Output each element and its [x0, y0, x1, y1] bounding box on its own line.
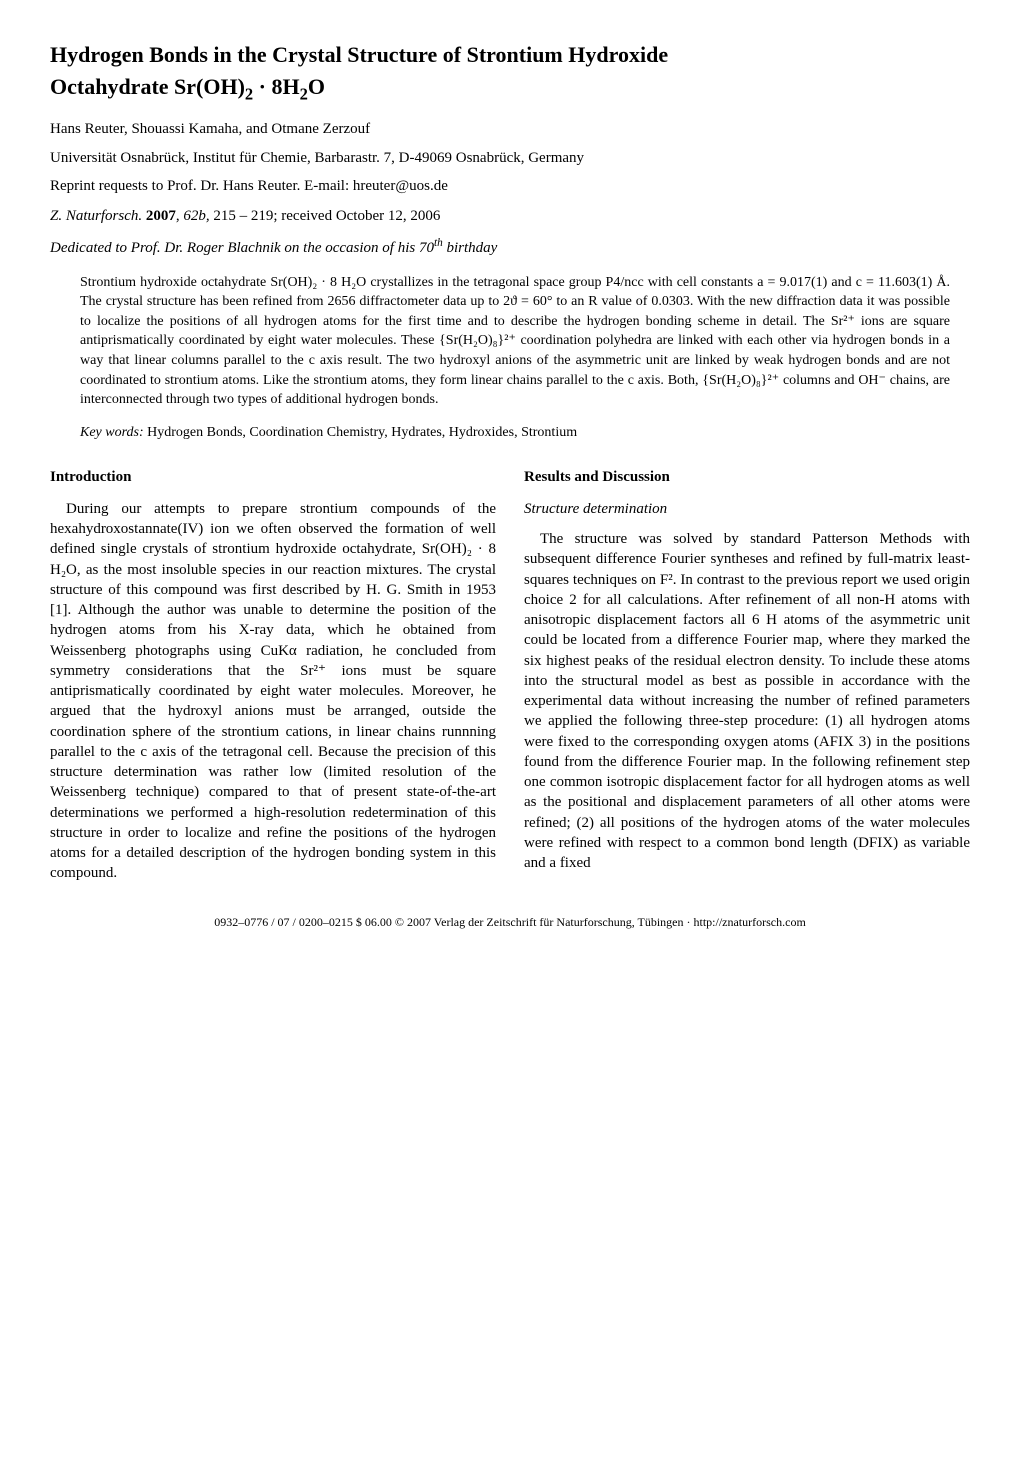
citation-pages: 215 – 219; received October 12, 2006	[213, 208, 440, 224]
page-footer: 0932–0776 / 07 / 0200–0215 $ 06.00 © 200…	[50, 914, 970, 930]
affiliation: Universität Osnabrück, Institut für Chem…	[50, 148, 970, 168]
abstract: Strontium hydroxide octahydrate Sr(OH)₂ …	[80, 273, 970, 410]
dedication-prefix: Dedicated to Prof. Dr. Roger Blachnik on…	[50, 240, 434, 256]
dedication-sup: th	[434, 237, 443, 249]
title-mid: · 8H	[253, 74, 299, 99]
reprint-request: Reprint requests to Prof. Dr. Hans Reute…	[50, 176, 970, 196]
left-column: Introduction During our attempts to prep…	[50, 467, 496, 884]
citation-year: 2007	[146, 208, 176, 224]
title-sub1: 2	[245, 84, 253, 103]
dedication-suffix: birthday	[443, 240, 498, 256]
title-prefix: Octahydrate Sr(OH)	[50, 74, 245, 99]
citation: Z. Naturforsch. 2007, 62b, 215 – 219; re…	[50, 206, 970, 226]
title-suffix: O	[308, 74, 325, 99]
keywords: Key words: Hydrogen Bonds, Coordination …	[80, 424, 970, 443]
introduction-heading: Introduction	[50, 467, 496, 487]
keywords-text: Hydrogen Bonds, Coordination Chemistry, …	[144, 425, 577, 440]
results-heading: Results and Discussion	[524, 467, 970, 487]
authors: Hans Reuter, Shouassi Kamaha, and Otmane…	[50, 119, 970, 139]
citation-volume: 62b,	[183, 208, 209, 224]
keywords-label: Key words:	[80, 425, 144, 440]
title-sub2: 2	[300, 84, 308, 103]
citation-journal: Z. Naturforsch.	[50, 208, 142, 224]
dedication: Dedicated to Prof. Dr. Roger Blachnik on…	[50, 236, 970, 258]
two-column-body: Introduction During our attempts to prep…	[50, 467, 970, 884]
introduction-body: During our attempts to prepare strontium…	[50, 499, 496, 884]
structure-determination-heading: Structure determination	[524, 499, 970, 519]
article-title-line1: Hydrogen Bonds in the Crystal Structure …	[50, 40, 970, 70]
right-column: Results and Discussion Structure determi…	[524, 467, 970, 884]
results-body: The structure was solved by standard Pat…	[524, 529, 970, 873]
article-title-line2: Octahydrate Sr(OH)2 · 8H2O	[50, 72, 970, 106]
